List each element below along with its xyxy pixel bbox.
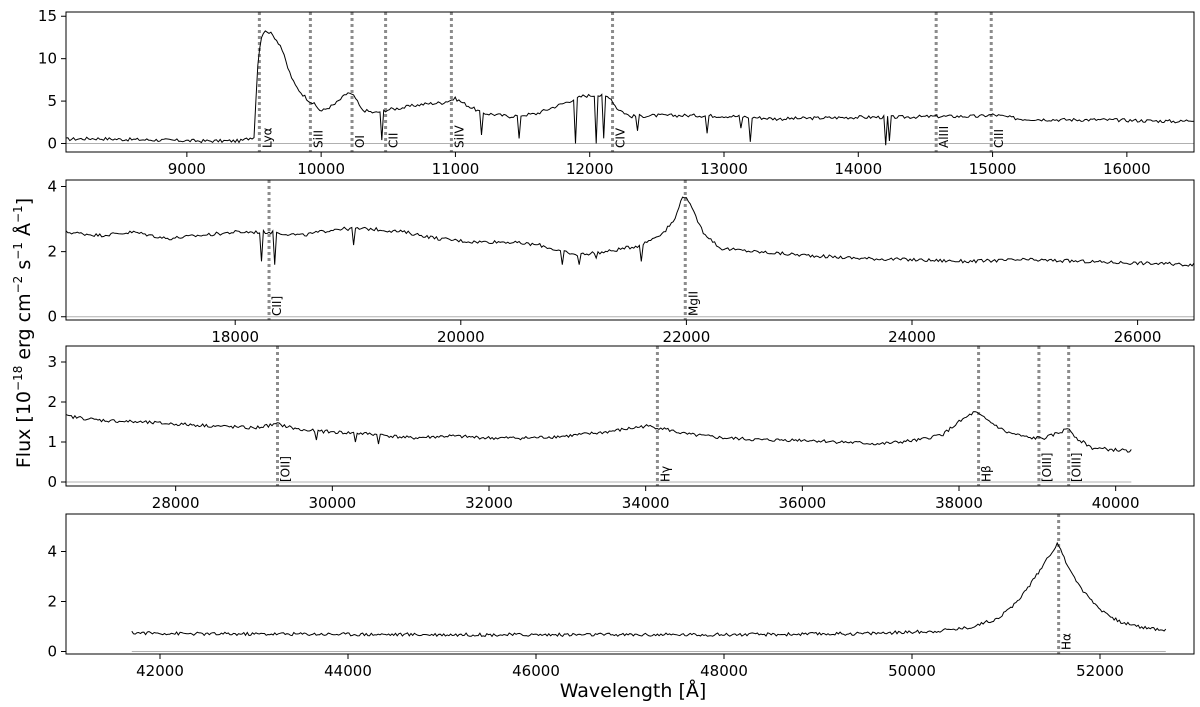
x-tick-label: 12000 (566, 160, 614, 178)
axes-frame (65, 513, 1195, 655)
x-tick-label: 34000 (622, 494, 670, 512)
emission-line-label: OI (353, 135, 367, 148)
panel-2: CII] MgII 18000 20000 22000 24000 26000 0 2 4 (47, 178, 1195, 346)
emission-line-label: AlIII (937, 126, 951, 148)
x-tick-label: 15000 (969, 160, 1017, 178)
y-tick-label: 0 (47, 643, 57, 661)
x-tick-label: 44000 (324, 662, 372, 680)
emission-line-label: CIV (614, 127, 628, 148)
x-tick-label: 14000 (834, 160, 882, 178)
emission-line-label: CIII (992, 129, 1006, 148)
y-tick-label: 15 (38, 7, 57, 25)
x-tick-label: 18000 (211, 328, 259, 346)
y-tick-label: 0 (47, 135, 57, 153)
y-tick-label: 3 (47, 353, 57, 371)
spectrum-line (66, 30, 1194, 146)
spectrum-line (131, 541, 1167, 638)
panel-3: [OII] Hγ Hβ [OIII] [OIII]28000 30000 32000 3400… (47, 345, 1195, 512)
y-tick-label: 2 (47, 243, 57, 261)
x-tick-label: 36000 (778, 494, 826, 512)
y-tick-label: 1 (47, 433, 57, 451)
x-tick-label: 9000 (168, 160, 206, 178)
y-tick-label: 2 (47, 593, 57, 611)
x-tick-label: 24000 (888, 328, 936, 346)
emission-line-label: [OII] (279, 456, 293, 482)
y-tick-label: 0 (47, 473, 57, 491)
emission-line-label: [OIII] (1070, 453, 1084, 482)
panel-4: Hα 42000 44000 46000 48000 50000 52000 0 2 4 (47, 513, 1195, 680)
y-tick-label: 2 (47, 393, 57, 411)
x-tick-label: 11000 (432, 160, 480, 178)
x-tick-label: 10000 (297, 160, 345, 178)
y-tick-label: 4 (47, 543, 57, 561)
emission-line-label: Lyα (260, 127, 274, 148)
y-tick-label: 5 (47, 92, 57, 110)
x-tick-label: 32000 (465, 494, 513, 512)
emission-line-label: CII] (270, 296, 284, 316)
y-tick-label: 0 (47, 308, 57, 326)
x-tick-label: 30000 (308, 494, 356, 512)
x-tick-label: 22000 (663, 328, 711, 346)
x-tick-label: 20000 (437, 328, 485, 346)
emission-line-label: Hγ (658, 466, 672, 482)
x-tick-label: 13000 (700, 160, 748, 178)
x-tick-label: 40000 (1092, 494, 1140, 512)
emission-line-label: CII (387, 133, 401, 148)
emission-line-label: SiIV (452, 125, 466, 148)
x-tick-label: 16000 (1103, 160, 1151, 178)
x-tick-label: 26000 (1114, 328, 1162, 346)
emission-line-label: Hα (1060, 633, 1074, 650)
emission-line-label: Hβ (980, 465, 994, 482)
y-tick-label: 10 (38, 50, 57, 68)
panel-1: Lyα SiII OI CII SiIV CIV AlIII CIII 9000 10000 110… (38, 7, 1195, 178)
emission-line-label: MgII (686, 291, 700, 316)
emission-line-label: [OIII] (1040, 453, 1054, 482)
axes-frame (65, 345, 1195, 487)
x-tick-label: 38000 (935, 494, 983, 512)
x-tick-label: 28000 (152, 494, 200, 512)
y-axis-label: Flux [10−18 erg cm−2 s−1 Å−1] (11, 198, 35, 468)
spectrum-line (66, 411, 1132, 453)
x-tick-label: 46000 (512, 662, 560, 680)
x-tick-label: 42000 (136, 662, 184, 680)
spectrum-line (66, 196, 1194, 267)
axes-frame (65, 179, 1195, 321)
x-axis-label: Wavelength [Å] (560, 679, 707, 702)
x-tick-label: 48000 (700, 662, 748, 680)
x-tick-label: 50000 (888, 662, 936, 680)
y-tick-label: 4 (47, 178, 57, 196)
axes-frame (65, 11, 1195, 153)
emission-line-label: SiII (311, 130, 325, 148)
x-tick-label: 52000 (1076, 662, 1124, 680)
